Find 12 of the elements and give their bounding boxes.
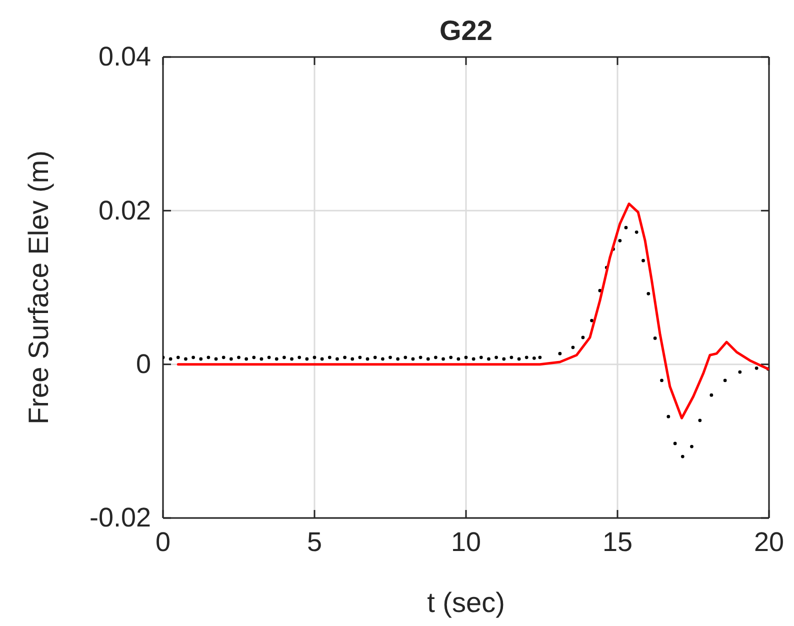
y-tick-label: 0 <box>136 348 151 379</box>
x-tick-label: 5 <box>306 527 322 558</box>
x-tick-label: 0 <box>155 527 171 558</box>
y-tick-label: -0.02 <box>89 502 151 533</box>
y-tick-label: 0.04 <box>98 42 151 72</box>
chart-title: G22 <box>440 15 492 46</box>
x-tick-label: 20 <box>754 527 784 558</box>
y-tick-label: 0.02 <box>98 195 151 226</box>
x-tick-label: 10 <box>450 527 482 558</box>
x-axis-title: t (sec) <box>427 587 505 618</box>
x-tick-label: 15 <box>602 527 633 558</box>
y-axis-title: Free Surface Elev (m) <box>23 150 54 424</box>
